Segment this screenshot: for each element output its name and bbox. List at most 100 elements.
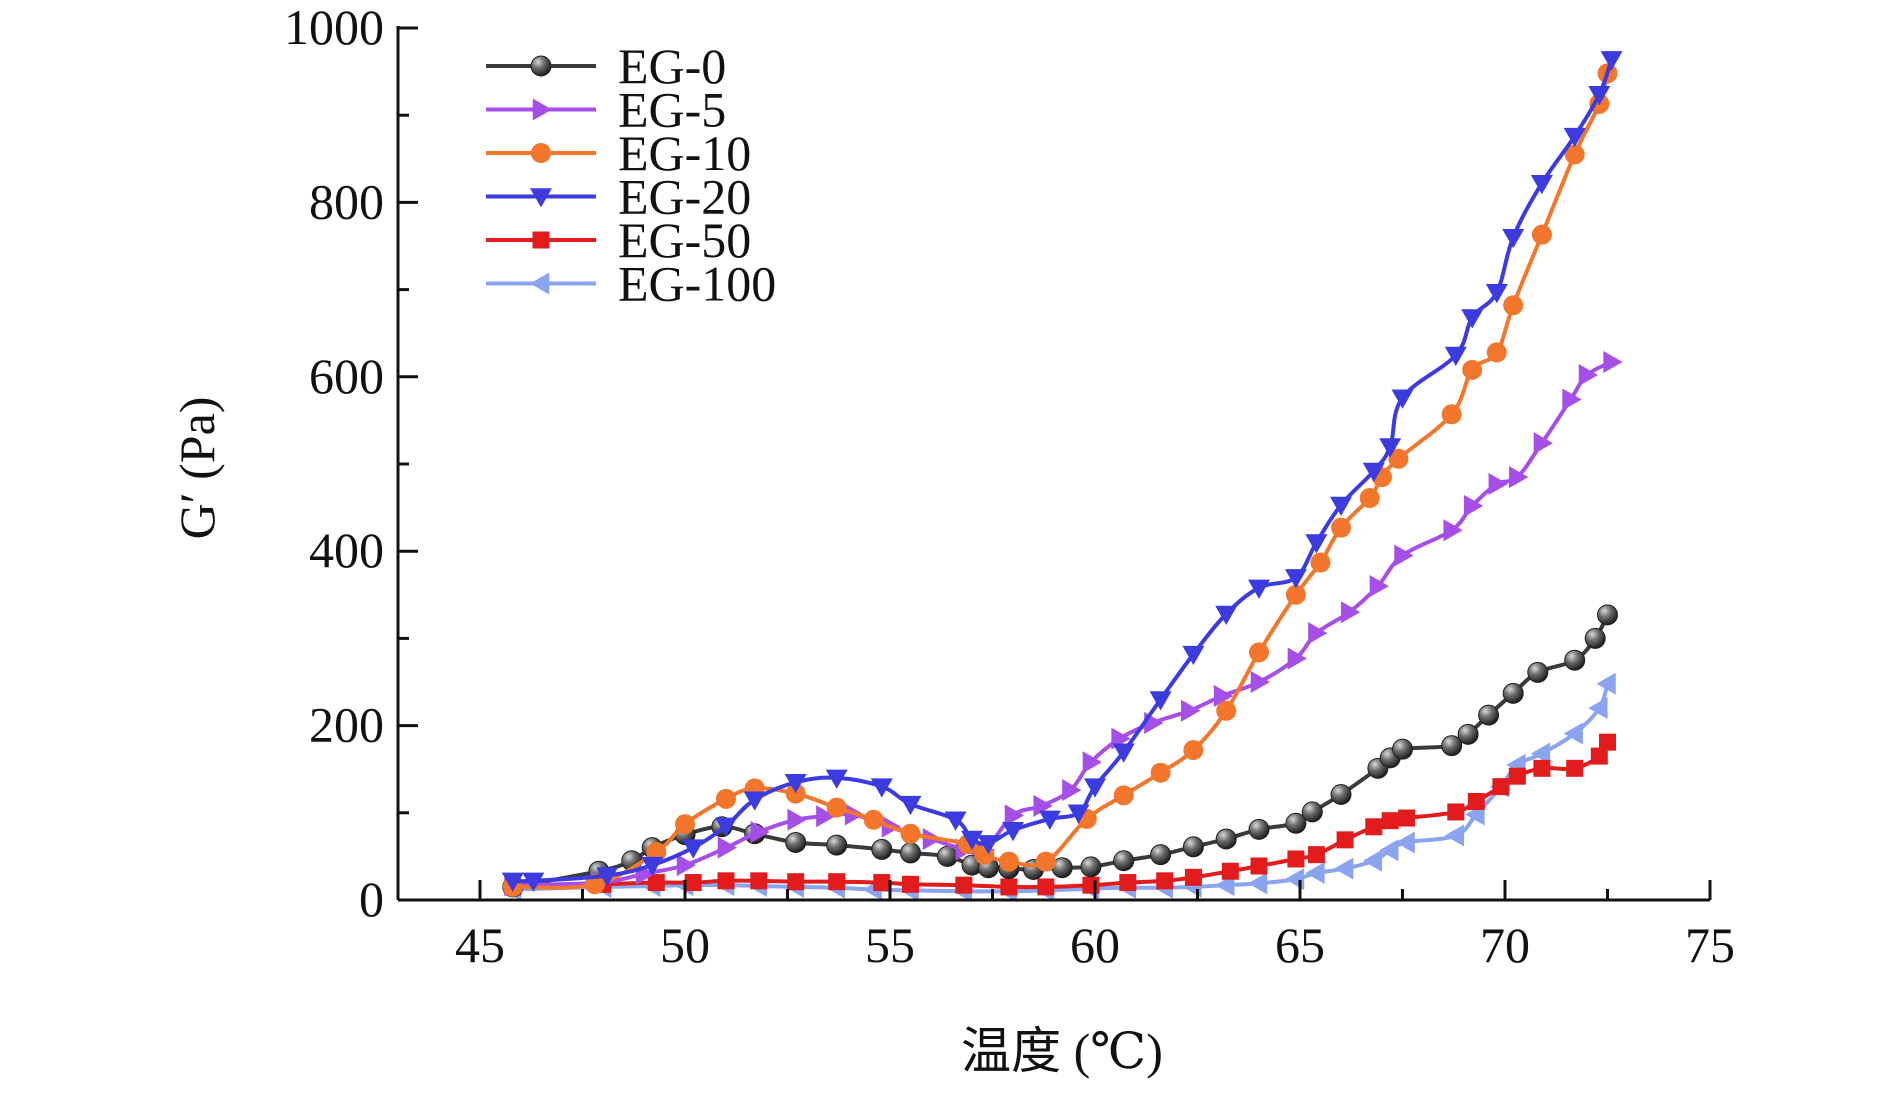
- data-point: [900, 842, 921, 864]
- data-point: [1369, 575, 1389, 598]
- data-point: [1215, 605, 1238, 625]
- x-axis-label: 温度 (℃): [961, 1023, 1163, 1079]
- data-point: [1150, 762, 1171, 783]
- data-point: [1340, 601, 1361, 624]
- data-point: [1530, 174, 1553, 195]
- data-point: [647, 874, 665, 892]
- data-point: [1503, 295, 1524, 316]
- data-point: [1285, 584, 1306, 605]
- data-point: [899, 795, 922, 816]
- y-tick-label: 0: [359, 871, 384, 927]
- data-point: [1248, 872, 1268, 895]
- data-point: [1113, 785, 1134, 806]
- legend-item: EG-0: [486, 38, 726, 94]
- legend-marker: [532, 231, 550, 249]
- data-point: [1578, 364, 1598, 387]
- legend-label: EG-50: [618, 212, 751, 268]
- data-point: [1564, 144, 1585, 165]
- data-point: [1562, 388, 1582, 411]
- series-line: [510, 71, 1610, 890]
- data-point: [873, 874, 891, 892]
- legend-label: EG-10: [618, 125, 751, 181]
- data-point: [1287, 647, 1307, 670]
- legend-marker: [530, 272, 550, 295]
- data-point: [1485, 283, 1508, 304]
- data-point: [902, 875, 919, 893]
- data-point: [1441, 404, 1462, 425]
- data-point: [1184, 868, 1202, 886]
- data-point: [1182, 836, 1204, 858]
- data-point: [900, 823, 921, 844]
- data-point: [1603, 350, 1623, 373]
- data-point: [1392, 738, 1413, 760]
- data-point: [682, 839, 705, 859]
- data-point: [787, 873, 805, 891]
- data-point: [1398, 809, 1416, 827]
- data-point: [1379, 839, 1399, 862]
- data-point: [1181, 699, 1201, 722]
- data-point: [522, 872, 545, 892]
- data-point: [1488, 473, 1508, 496]
- data-point: [1002, 821, 1024, 842]
- data-point: [1033, 794, 1053, 817]
- data-point: [1394, 544, 1414, 567]
- data-point: [826, 797, 847, 818]
- data-point: [1213, 684, 1234, 707]
- data-point: [1285, 812, 1307, 834]
- data-point: [1463, 494, 1484, 517]
- data-point: [1150, 844, 1172, 866]
- plot-area: [501, 51, 1623, 903]
- legend-item: EG-20: [486, 169, 751, 225]
- y-tick-label: 800: [309, 173, 384, 229]
- x-tick-label: 70: [1480, 917, 1530, 973]
- data-point: [1447, 803, 1465, 821]
- data-point: [1216, 700, 1237, 721]
- data-point: [784, 774, 807, 794]
- data-point: [1305, 534, 1328, 554]
- data-point: [1082, 876, 1100, 894]
- data-point: [1362, 462, 1385, 482]
- data-point: [1248, 818, 1270, 840]
- data-point: [1000, 878, 1018, 896]
- data-point: [1563, 127, 1586, 148]
- legend-item: EG-50: [486, 212, 751, 268]
- data-point: [1249, 642, 1269, 663]
- y-tick-label: 600: [309, 348, 384, 404]
- data-point: [816, 805, 836, 828]
- data-point: [596, 867, 619, 887]
- data-point: [1444, 346, 1467, 366]
- data-point: [1600, 51, 1623, 71]
- x-tick-label: 75: [1685, 917, 1735, 973]
- data-point: [1599, 733, 1616, 751]
- data-point: [1388, 448, 1409, 469]
- data-point: [1149, 691, 1172, 711]
- y-tick-label: 200: [309, 697, 384, 753]
- data-point: [1443, 519, 1463, 542]
- data-point: [1566, 759, 1584, 777]
- data-point: [1221, 862, 1239, 880]
- data-point: [1492, 778, 1510, 796]
- legend-item: EG-10: [486, 125, 751, 181]
- data-point: [1113, 850, 1135, 872]
- x-tick-label: 60: [1070, 917, 1120, 973]
- data-point: [1597, 604, 1618, 626]
- data-point: [1305, 861, 1325, 884]
- data-point: [1287, 850, 1305, 868]
- data-point: [1182, 645, 1205, 666]
- data-point: [825, 769, 848, 789]
- data-point: [1379, 438, 1402, 458]
- data-point: [1330, 496, 1352, 516]
- legend-label: EG-20: [618, 169, 751, 225]
- data-point: [871, 838, 893, 860]
- data-point: [1330, 783, 1352, 805]
- legend-label: EG-5: [618, 82, 726, 138]
- data-point: [1301, 801, 1323, 823]
- data-point: [1250, 857, 1268, 875]
- data-point: [961, 830, 983, 850]
- data-point: [1457, 723, 1479, 745]
- data-point: [1183, 740, 1204, 761]
- data-point: [1037, 878, 1055, 896]
